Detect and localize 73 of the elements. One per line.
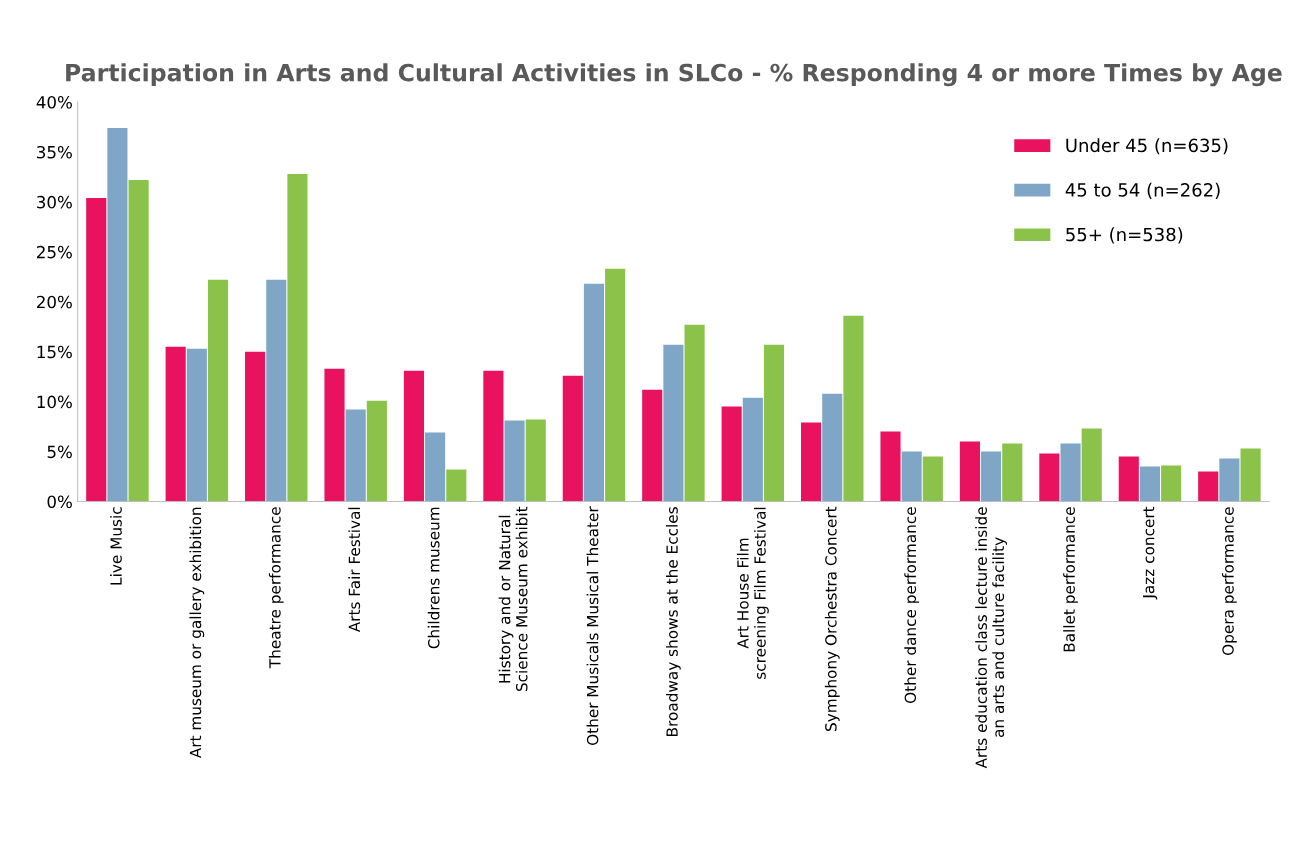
- bar: [425, 432, 446, 502]
- bar: [107, 127, 128, 502]
- bar: [287, 173, 308, 502]
- bar: [1240, 448, 1261, 502]
- x-tick-label: Theatre performance: [268, 507, 284, 669]
- legend-label: 55+ (n=538): [1066, 227, 1183, 244]
- x-tick-label: History and or Natural Science Museum exhibit: [498, 506, 528, 692]
- bar: [504, 420, 525, 502]
- bar: [345, 409, 366, 502]
- bar: [245, 351, 266, 502]
- y-tick-label: 40%: [36, 95, 72, 109]
- bar: [1139, 466, 1161, 502]
- bar: [901, 451, 922, 502]
- x-tick-label: Art museum or gallery exhibition: [189, 507, 205, 759]
- x-tick-label: Opera performance: [1221, 507, 1237, 655]
- bar: [1161, 465, 1182, 502]
- bar: [483, 370, 504, 502]
- bar: [684, 324, 705, 502]
- bar: [583, 283, 605, 502]
- y-tick-label: 0%: [47, 495, 72, 509]
- bar: [186, 348, 207, 502]
- y-tick-label: 30%: [37, 195, 72, 209]
- bar: [922, 456, 943, 502]
- y-tick-label: 10%: [37, 395, 72, 409]
- bar: [1039, 453, 1060, 502]
- x-tick-label: Other Musicals Musical Theater: [586, 506, 599, 745]
- bar: [1060, 443, 1081, 502]
- chart-title: Participation in Arts and Cultural Activities in SLCo - % Responding 4 or more Times by Age: [66, 63, 1282, 87]
- y-tick-label: 20%: [37, 295, 72, 309]
- bar: [266, 279, 287, 502]
- bar: [366, 400, 387, 502]
- bar: [880, 431, 901, 502]
- bar: [525, 419, 546, 502]
- y-tick-label: 5%: [47, 445, 72, 459]
- bar: [128, 179, 149, 502]
- x-tick-label: Jazz concert: [1143, 506, 1158, 600]
- x-tick-label: Symphony Orchestra Concert: [824, 506, 840, 731]
- bar: [86, 197, 107, 502]
- x-tick-label: Arts education class lecture inside an arts and culture facility: [975, 507, 1008, 769]
- y-tick-label: 15%: [37, 345, 72, 359]
- y-tick-label: 35%: [37, 145, 72, 159]
- x-tick-label: Art House Film screening Film Festival: [736, 507, 769, 679]
- bar: [959, 441, 980, 502]
- bar: [1198, 471, 1219, 502]
- bar: [165, 346, 186, 502]
- bar: [721, 406, 742, 502]
- x-tick-label: Ballet performance: [1063, 507, 1078, 652]
- bar: [822, 393, 843, 502]
- bar: [1118, 456, 1139, 502]
- bar: [763, 344, 785, 502]
- x-tick-label: Other dance performance: [904, 507, 920, 703]
- bar: [801, 422, 822, 502]
- bar: [1081, 428, 1102, 502]
- x-tick-label: Childrens museum: [427, 507, 440, 649]
- bar: [642, 389, 663, 502]
- bar: [446, 469, 467, 502]
- x-tick-label: Arts Fair Festival: [348, 507, 361, 633]
- bar: [562, 375, 583, 502]
- bar: [1219, 458, 1240, 502]
- bar: [663, 344, 684, 502]
- bar: [742, 397, 763, 502]
- bar: [605, 268, 626, 502]
- bar: [843, 315, 864, 502]
- bar: [403, 370, 424, 502]
- y-tick-label: 25%: [37, 245, 72, 259]
- legend-label: Under 45 (n=635): [1066, 138, 1228, 155]
- bar: [1002, 443, 1023, 502]
- legend-label: 45 to 54 (n=262): [1065, 182, 1220, 199]
- x-tick-label: Live Music: [110, 507, 122, 585]
- bar: [981, 451, 1002, 502]
- x-tick-label: Broadway shows at the Eccles: [666, 507, 681, 736]
- bar: [324, 368, 345, 502]
- bar: [207, 279, 229, 502]
